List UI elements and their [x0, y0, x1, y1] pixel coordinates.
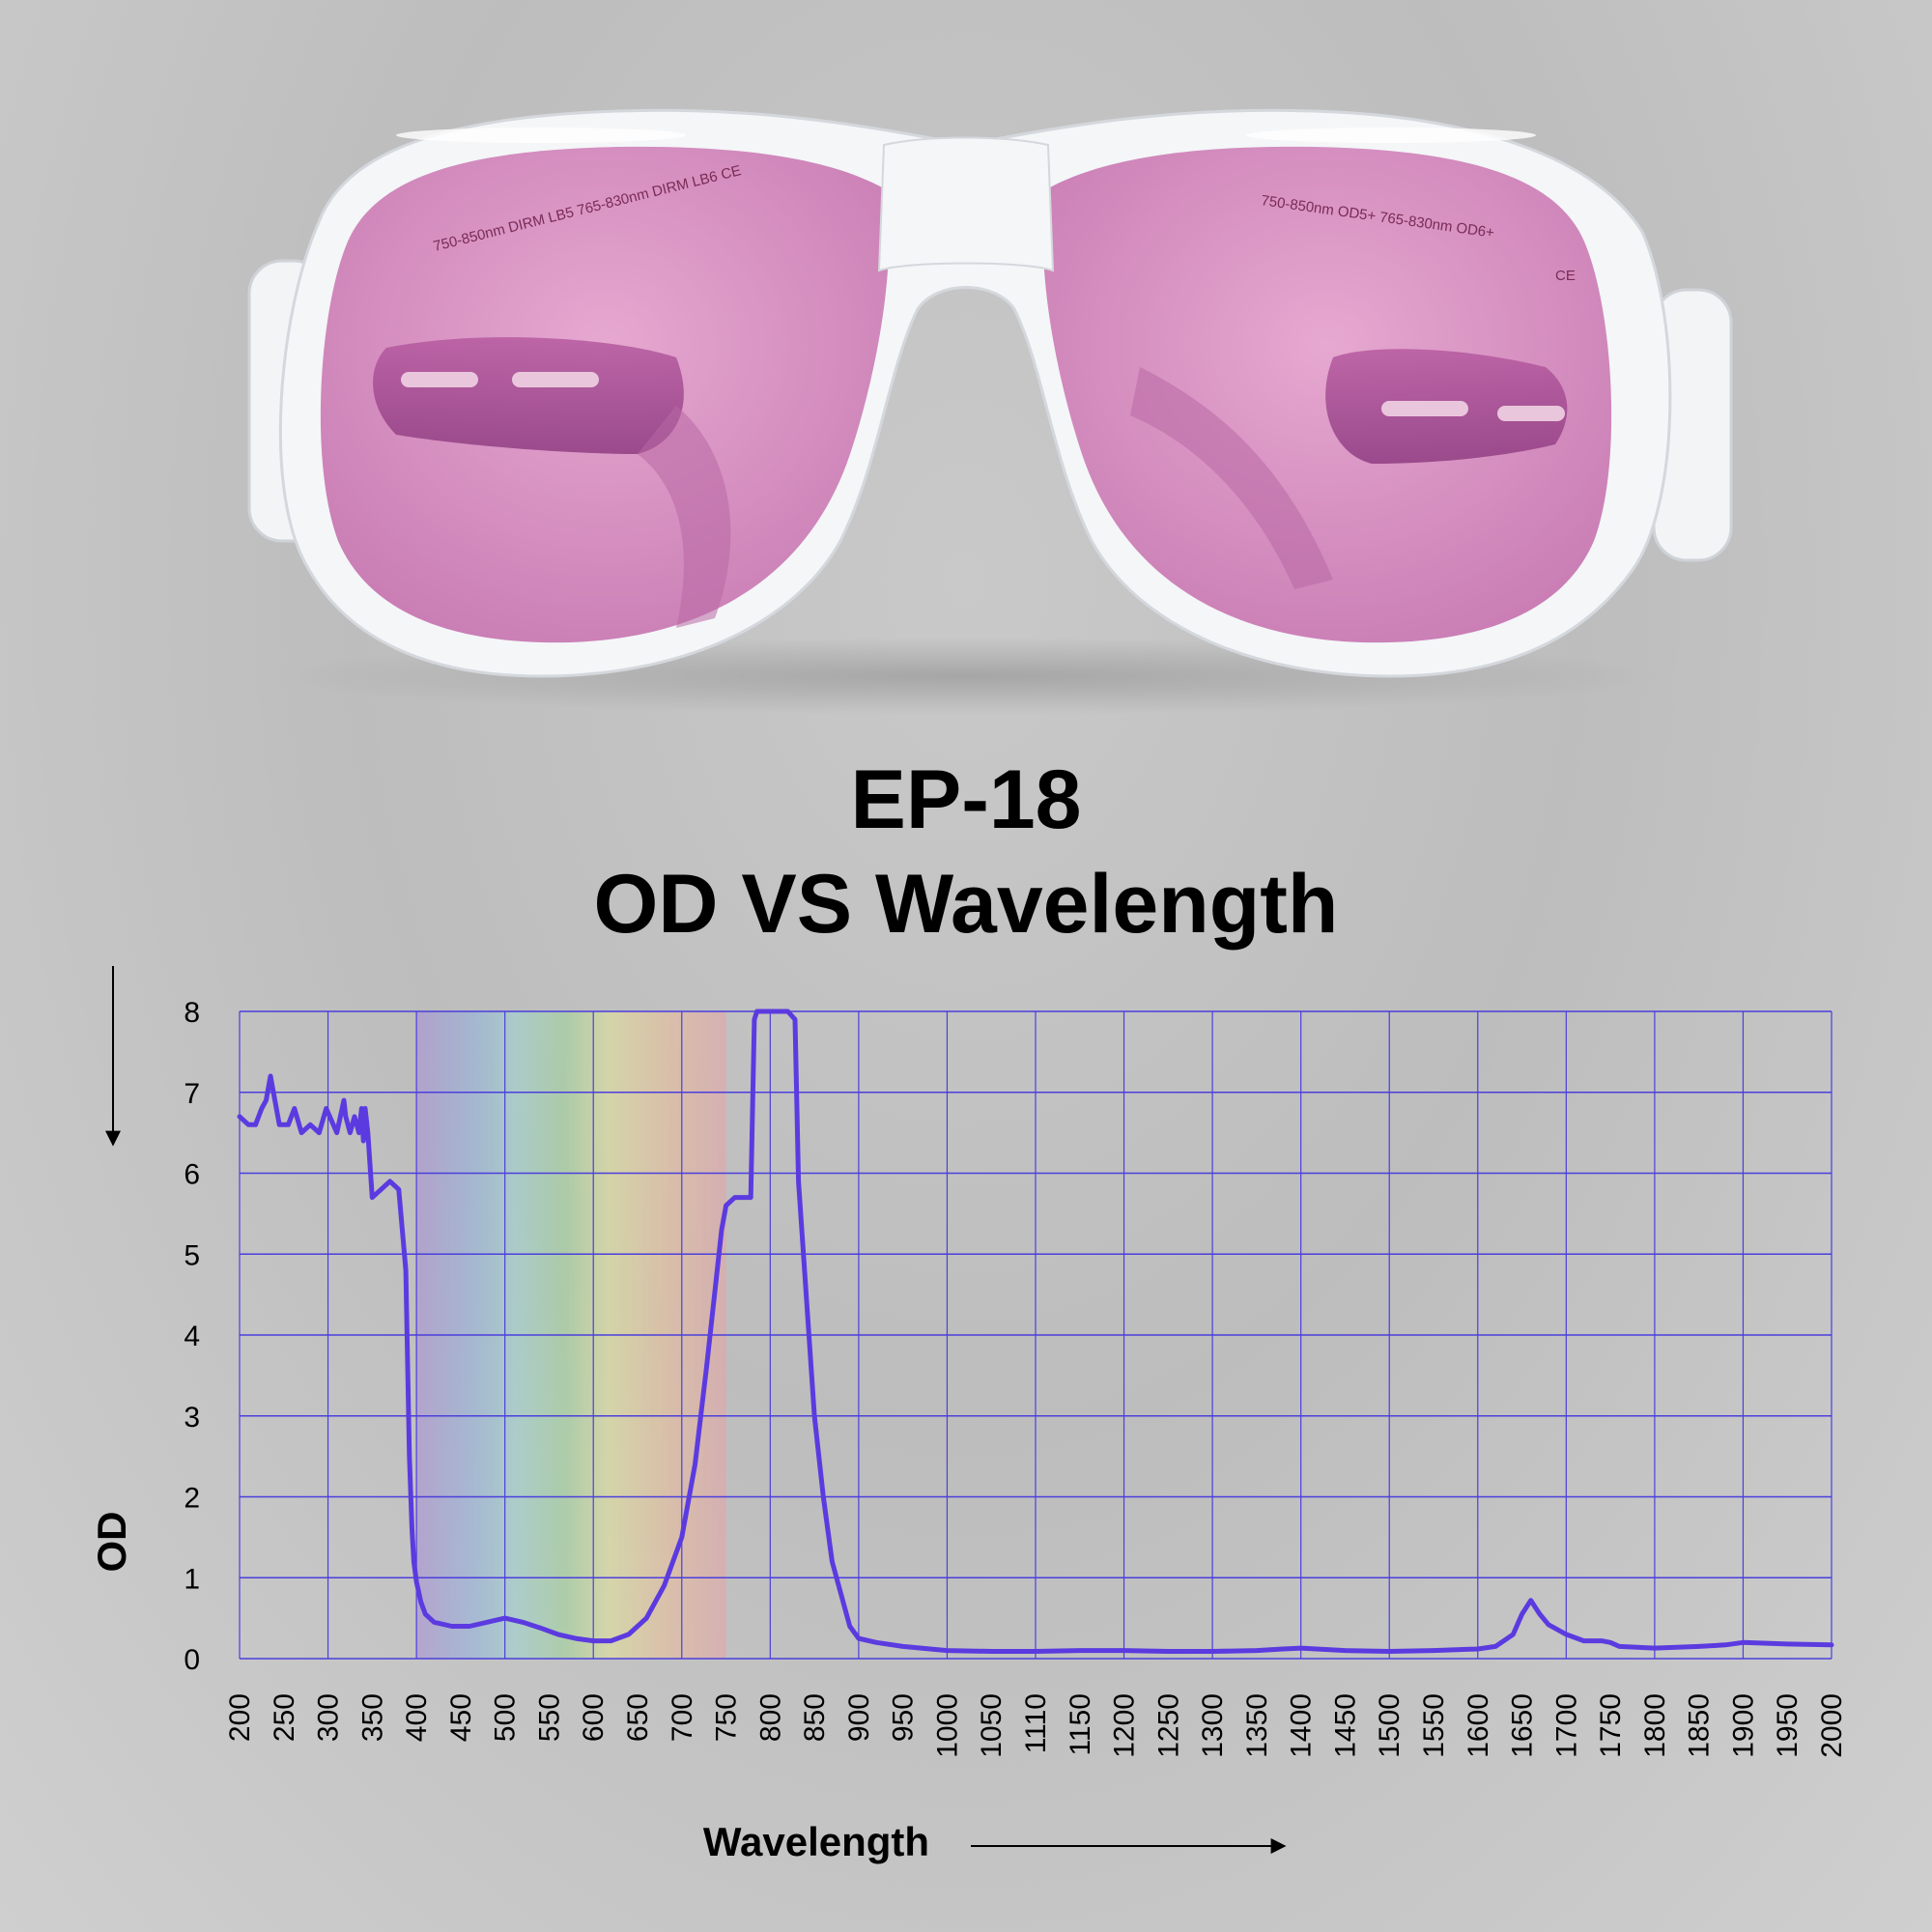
- x-tick-label: 1600: [1463, 1693, 1494, 1758]
- x-tick-label: 950: [888, 1693, 920, 1742]
- y-tick-label: 1: [184, 1563, 200, 1595]
- right-lens-marking-line2: CE: [1555, 268, 1576, 284]
- x-axis-ticks: 200 250 300 350 400 450 500 550 600 650 700 750 800 8…: [224, 1693, 1848, 1758]
- y-tick-label: 7: [184, 1078, 200, 1110]
- x-tick-label: 1000: [931, 1693, 963, 1758]
- od-chart: 0 1 2 3 4 5 6 7 8 200 250 300 350 400 450 500 550 600 650…: [89, 966, 1848, 1864]
- bridge: [877, 136, 1055, 272]
- x-tick-label: 1300: [1197, 1693, 1229, 1758]
- chart-title: OD VS Wavelength: [593, 858, 1339, 951]
- y-tick-label: 2: [184, 1483, 200, 1515]
- x-tick-label: 1550: [1418, 1693, 1450, 1758]
- x-tick-label: 1400: [1286, 1693, 1318, 1758]
- x-tick-label: 1110: [1020, 1693, 1052, 1753]
- left-slot-2: [512, 372, 599, 387]
- x-tick-label: 1350: [1241, 1693, 1273, 1758]
- x-tick-label: 1200: [1109, 1693, 1141, 1758]
- y-axis-ticks: 0 1 2 3 4 5 6 7 8: [184, 997, 200, 1676]
- x-tick-label: 1750: [1595, 1693, 1627, 1758]
- y-axis-title: OD: [89, 1512, 134, 1573]
- x-tick-label: 650: [622, 1693, 654, 1742]
- x-tick-label: 1800: [1639, 1693, 1671, 1758]
- x-tick-label: 800: [754, 1693, 786, 1742]
- right-temple-arm: [1130, 367, 1333, 589]
- left-slot-1: [401, 372, 478, 387]
- x-tick-label: 1950: [1772, 1693, 1804, 1758]
- x-tick-label: 1450: [1329, 1693, 1361, 1758]
- x-tick-label: 300: [313, 1693, 345, 1742]
- x-tick-label: 1900: [1727, 1693, 1759, 1758]
- chart-title-model: EP-18: [850, 753, 1082, 846]
- x-tick-label: 600: [578, 1693, 610, 1742]
- x-tick-label: 1250: [1152, 1693, 1184, 1758]
- x-tick-label: 2000: [1816, 1693, 1848, 1758]
- y-tick-label: 3: [184, 1402, 200, 1434]
- x-tick-label: 1850: [1684, 1693, 1716, 1758]
- x-tick-label: 750: [711, 1693, 743, 1742]
- y-tick-label: 5: [184, 1239, 200, 1271]
- frame-highlight-left: [396, 128, 686, 143]
- left-temple: [373, 337, 684, 454]
- x-tick-label: 850: [799, 1693, 831, 1742]
- right-slot-1: [1381, 401, 1468, 416]
- x-tick-label: 1650: [1507, 1693, 1539, 1758]
- x-tick-label: 1150: [1065, 1693, 1096, 1756]
- x-axis-title: Wavelength: [703, 1819, 929, 1864]
- x-tick-label: 250: [269, 1693, 300, 1742]
- y-tick-label: 8: [184, 997, 200, 1029]
- x-tick-label: 450: [445, 1693, 477, 1742]
- right-slot-2: [1497, 406, 1565, 421]
- x-tick-label: 1700: [1550, 1693, 1582, 1758]
- x-tick-label: 400: [401, 1693, 433, 1742]
- x-tick-label: 1500: [1374, 1693, 1406, 1758]
- chart-grid: [239, 1010, 1833, 1660]
- product-photo: 750-850nm DIRM LB5 765-830nm DIRM LB6 CE…: [247, 108, 1733, 715]
- x-tick-label: 500: [490, 1693, 522, 1742]
- od-series-line: [237, 1009, 1834, 1654]
- y-tick-label: 6: [184, 1159, 200, 1191]
- x-tick-label: 1050: [976, 1693, 1008, 1758]
- y-tick-label: 4: [184, 1321, 200, 1352]
- x-tick-label: 550: [533, 1693, 565, 1742]
- frame-highlight-right: [1246, 128, 1536, 143]
- x-tick-label: 900: [843, 1693, 875, 1742]
- x-tick-label: 700: [667, 1693, 698, 1742]
- x-tick-label: 200: [224, 1693, 256, 1742]
- x-tick-label: 350: [356, 1693, 388, 1742]
- y-tick-label: 0: [184, 1644, 200, 1676]
- left-temple-arm: [638, 406, 731, 628]
